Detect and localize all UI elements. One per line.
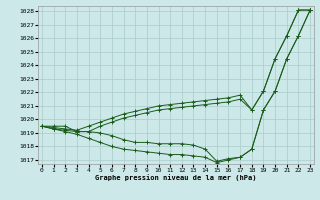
X-axis label: Graphe pression niveau de la mer (hPa): Graphe pression niveau de la mer (hPa) bbox=[95, 175, 257, 181]
